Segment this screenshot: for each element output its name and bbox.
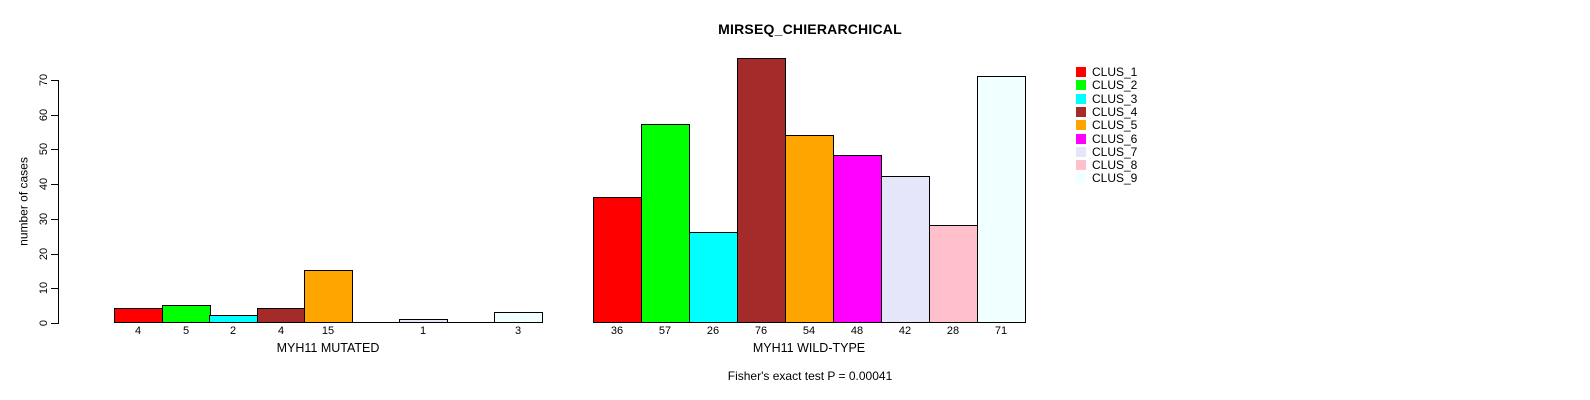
bar-value-label: 54 [802, 325, 816, 337]
bar-value-label: 71 [994, 325, 1008, 337]
bar-CLUS_9 [977, 76, 1026, 323]
legend-swatch-CLUS_4 [1076, 107, 1086, 117]
bar-value-label: 4 [277, 325, 285, 337]
legend-swatch-CLUS_3 [1076, 94, 1086, 104]
y-axis-tick [51, 254, 59, 255]
legend-item-label: CLUS_9 [1092, 171, 1138, 185]
legend-item-label: CLUS_6 [1092, 132, 1138, 146]
bar-CLUS_6 [833, 155, 882, 323]
bar-value-label: 3 [514, 325, 522, 337]
bar-CLUS_7 [881, 176, 930, 323]
bar-CLUS_9 [494, 312, 543, 323]
legend-swatch-CLUS_1 [1076, 67, 1086, 77]
y-axis-tick [51, 323, 59, 324]
y-axis-tick-label: 30 [38, 212, 50, 226]
bar-value-label: 2 [229, 325, 237, 337]
legend-item-label: CLUS_8 [1092, 158, 1138, 172]
bar-value-label: 76 [754, 325, 768, 337]
bar-value-label: 28 [946, 325, 960, 337]
legend-item-label: CLUS_7 [1092, 145, 1138, 159]
y-axis-tick [51, 219, 59, 220]
bar-value-label: 36 [610, 325, 624, 337]
legend-item-label: CLUS_1 [1092, 65, 1138, 79]
bar-value-label: 4 [134, 325, 142, 337]
y-axis-tick-label: 60 [38, 108, 50, 122]
y-axis-tick [51, 80, 59, 81]
bar-CLUS_4 [257, 308, 306, 323]
legend-item-label: CLUS_3 [1092, 92, 1138, 106]
legend-swatch-CLUS_5 [1076, 120, 1086, 130]
bar-value-label: 57 [658, 325, 672, 337]
y-axis-tick-label: 10 [38, 281, 50, 295]
bar-CLUS_8 [447, 322, 496, 323]
legend-item-label: CLUS_4 [1092, 105, 1138, 119]
bar-CLUS_2 [162, 305, 211, 323]
legend-swatch-CLUS_8 [1076, 160, 1086, 170]
legend-swatch-CLUS_9 [1076, 173, 1086, 183]
x-axis-group-label: MYH11 WILD-TYPE [752, 341, 866, 355]
y-axis-tick [51, 149, 59, 150]
y-axis-tick-label: 40 [38, 177, 50, 191]
bar-CLUS_6 [352, 322, 401, 323]
bar-CLUS_5 [785, 135, 834, 323]
y-axis-tick-label: 0 [38, 319, 50, 327]
bar-value-label: 5 [182, 325, 190, 337]
legend-item-label: CLUS_5 [1092, 118, 1138, 132]
bar-value-label: 48 [850, 325, 864, 337]
legend-swatch-CLUS_7 [1076, 147, 1086, 157]
bar-CLUS_4 [737, 58, 786, 323]
legend-item-label: CLUS_2 [1092, 78, 1138, 92]
bar-CLUS_1 [593, 197, 642, 323]
legend-swatch-CLUS_2 [1076, 80, 1086, 90]
bar-value-label: 42 [898, 325, 912, 337]
bar-value-label: 15 [321, 325, 335, 337]
chart-title: MIRSEQ_CHIERARCHICAL [718, 21, 902, 37]
y-axis-label: number of cases [16, 157, 31, 246]
bar-CLUS_1 [114, 308, 163, 323]
bar-CLUS_8 [929, 225, 978, 323]
fisher-test-annotation: Fisher's exact test P = 0.00041 [727, 369, 893, 383]
y-axis-tick [51, 288, 59, 289]
bar-CLUS_5 [304, 270, 353, 323]
y-axis-tick-label: 70 [38, 73, 50, 87]
y-axis-tick-label: 20 [38, 247, 50, 261]
y-axis-tick-label: 50 [38, 142, 50, 156]
y-axis-tick [51, 115, 59, 116]
bar-CLUS_2 [641, 124, 690, 323]
legend-swatch-CLUS_6 [1076, 134, 1086, 144]
bar-value-label: 26 [706, 325, 720, 337]
bar-value-label: 1 [419, 325, 427, 337]
x-axis-group-label: MYH11 MUTATED [276, 341, 380, 355]
bar-CLUS_3 [689, 232, 738, 323]
bar-CLUS_7 [399, 319, 448, 323]
bar-CLUS_3 [209, 315, 258, 323]
y-axis-line [58, 80, 59, 324]
y-axis-tick [51, 184, 59, 185]
